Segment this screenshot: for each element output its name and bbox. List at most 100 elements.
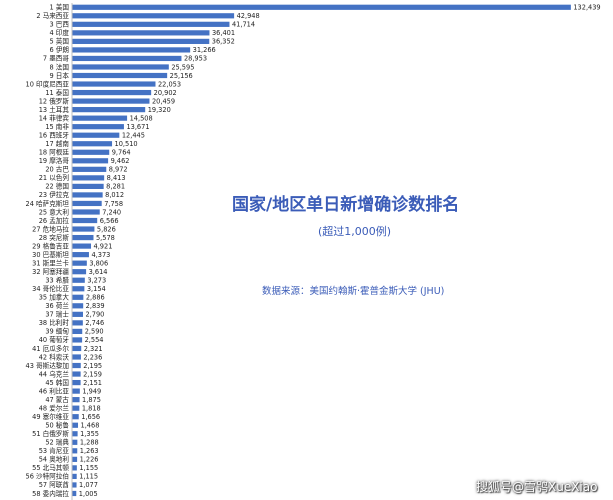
bar [72, 277, 85, 283]
value-label: 1,288 [80, 439, 99, 447]
value-label: 20,459 [152, 97, 175, 105]
category-label: 49 塞尔维亚 [32, 412, 69, 421]
value-label: 132,439 [573, 4, 600, 12]
category-label: 43 哥斯达黎加 [26, 361, 70, 370]
category-label: 6 伊朗 [50, 45, 70, 54]
value-label: 36,352 [212, 38, 235, 46]
category-label: 20 古巴 [45, 165, 69, 174]
category-label: 2 马来西亚 [36, 12, 69, 20]
value-label: 8,012 [105, 191, 124, 199]
value-label: 8,972 [109, 166, 128, 174]
bar [72, 192, 103, 198]
value-label: 6,566 [100, 217, 119, 225]
category-label: 21 以色列 [39, 173, 70, 182]
value-label: 25,595 [171, 63, 194, 71]
value-label: 8,281 [106, 183, 125, 191]
value-label: 1,468 [81, 422, 100, 430]
bar [72, 175, 105, 181]
bar [72, 337, 83, 343]
bar [72, 371, 81, 377]
value-label: 3,614 [89, 268, 108, 276]
value-label: 2,236 [83, 353, 102, 361]
bar [72, 320, 83, 326]
bar [72, 397, 80, 403]
category-label: 46 利比亚 [39, 386, 70, 395]
value-label: 2,886 [86, 294, 105, 302]
value-label: 12,445 [122, 132, 145, 140]
category-label: 28 突尼斯 [39, 233, 70, 242]
category-label: 23 伊拉克 [39, 190, 70, 199]
value-label: 10,510 [115, 140, 138, 148]
bar [72, 243, 92, 249]
category-label: 33 希腊 [45, 276, 69, 285]
value-label: 1,077 [79, 481, 98, 489]
bar [72, 388, 80, 394]
value-label: 2,746 [85, 319, 104, 327]
category-label: 56 沙特阿拉伯 [26, 472, 69, 481]
category-label: 11 泰国 [45, 88, 69, 97]
bar [72, 98, 150, 104]
category-label: 35 加拿大 [39, 293, 70, 302]
watermark: 搜狐号@雪鸮XueXiao [476, 480, 598, 494]
value-label: 7,240 [102, 208, 121, 216]
bar [72, 89, 152, 96]
bar [72, 269, 87, 275]
value-label: 1,875 [82, 396, 101, 404]
bar [72, 448, 78, 454]
value-label: 14,508 [130, 114, 153, 122]
bar [72, 183, 104, 189]
category-label: 48 爱尔兰 [39, 403, 70, 412]
category-label: 31 斯里兰卡 [32, 258, 69, 267]
category-label: 27 危地马拉 [32, 224, 69, 233]
bar [72, 362, 81, 369]
category-label: 40 葡萄牙 [39, 335, 70, 344]
category-label: 47 蒙古 [45, 395, 69, 404]
bar [72, 328, 83, 335]
category-label: 1 美国 [50, 3, 70, 12]
bar [72, 47, 191, 53]
category-label: 34 哥伦比亚 [32, 284, 69, 293]
bar [72, 379, 81, 386]
category-label: 18 阿根廷 [39, 148, 70, 157]
category-label: 32 阿塞拜疆 [32, 267, 69, 276]
category-label: 54 奥地利 [39, 455, 70, 464]
category-label: 36 荷兰 [45, 301, 69, 310]
value-label: 13,671 [126, 123, 149, 131]
value-label: 2,195 [83, 362, 102, 370]
bar [72, 141, 113, 147]
value-label: 1,226 [80, 456, 99, 464]
category-label: 4 印度 [50, 28, 70, 37]
category-label: 25 意大利 [39, 207, 70, 216]
bar [72, 21, 230, 27]
bar [72, 166, 107, 172]
bar [72, 30, 210, 36]
category-label: 38 比利时 [39, 318, 70, 327]
category-label: 57 阿联酋 [39, 480, 70, 489]
bar [72, 456, 78, 462]
bar [72, 124, 124, 130]
category-label: 7 墨西哥 [43, 55, 69, 63]
bar [72, 482, 77, 488]
data-source-note: 数据来源：美国约翰斯·霍普金斯大学 (JHU) [262, 286, 445, 297]
category-label: 8 法国 [50, 62, 70, 71]
bar [72, 490, 77, 497]
category-label: 41 厄瓜多尔 [32, 344, 69, 353]
bar [72, 200, 102, 207]
bar [72, 286, 85, 292]
bar [72, 234, 94, 241]
value-label: 36,401 [212, 29, 235, 37]
category-label: 10 印度尼西亚 [26, 79, 70, 88]
value-label: 28,953 [184, 55, 207, 63]
category-label: 30 巴基斯坦 [32, 250, 69, 259]
category-label: 3 巴西 [50, 21, 70, 29]
value-label: 19,320 [148, 106, 171, 114]
category-label: 24 哈萨克斯坦 [26, 199, 70, 208]
value-label: 8,413 [107, 174, 126, 182]
bar [72, 13, 235, 19]
category-label: 52 瑞典 [45, 438, 69, 447]
bars-group: 1 美国 132,439 2 马来西亚 42,948 3 巴西 41,714 4 印度 36,… [26, 3, 601, 498]
bar [72, 4, 571, 10]
value-label: 1,656 [81, 413, 100, 421]
category-label: 5 英国 [50, 37, 70, 46]
category-label: 19 摩洛哥 [39, 156, 70, 165]
